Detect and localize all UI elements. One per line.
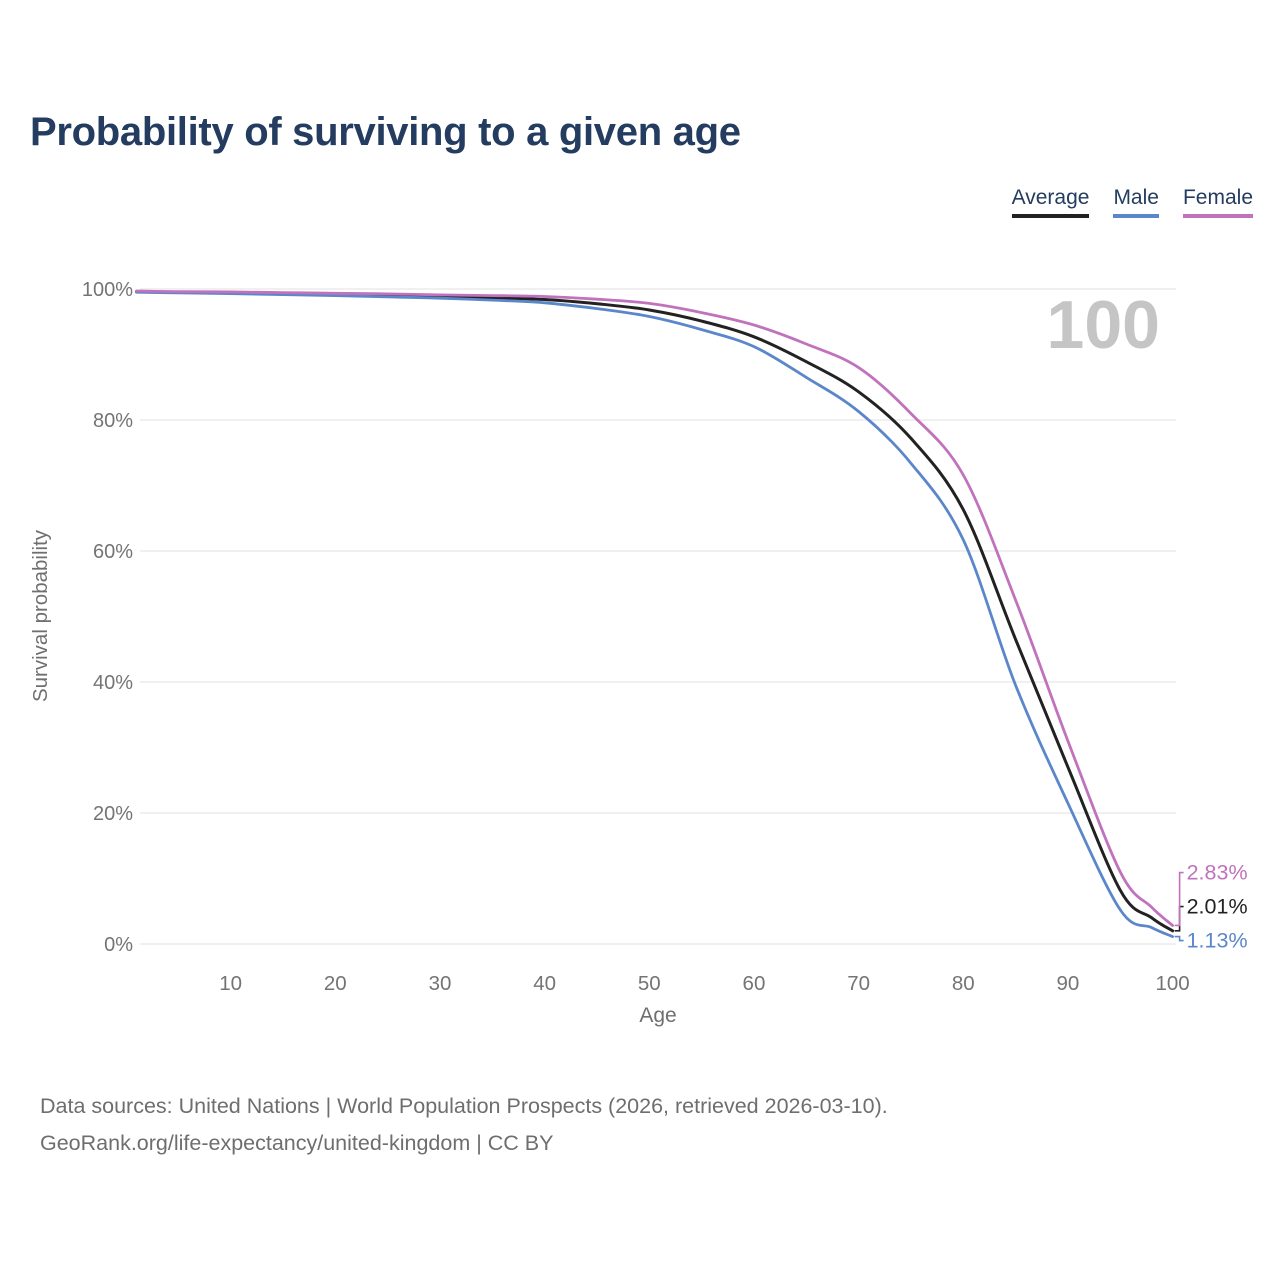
x-axis-title: Age [639, 1004, 676, 1027]
footer: Data sources: United Nations | World Pop… [40, 1088, 888, 1162]
y-tick-100%: 100% [82, 279, 133, 301]
survival-chart-svg: 0% 20% 40% 60% 80% 100% 100 10 20 30 40 50 60 70 80 90 1… [29, 279, 1248, 1027]
chart-area: 0% 20% 40% 60% 80% 100% 100 10 20 30 40 50 60 70 80 90 1… [0, 260, 1280, 1050]
legend-item-female[interactable]: Female [1182, 186, 1253, 219]
legend: Average Male Female [1011, 186, 1253, 219]
series-line-female[interactable] [135, 289, 1174, 927]
x-tick-100: 100 [1155, 972, 1189, 995]
x-tick-80: 80 [952, 972, 975, 995]
legend-item-male[interactable]: Male [1113, 186, 1159, 219]
y-tick-40%: 40% [93, 672, 133, 694]
x-tick-40: 40 [533, 972, 556, 995]
watermark: 100 [1047, 287, 1160, 363]
x-tick-10: 10 [219, 972, 242, 995]
end-connector-male [1174, 935, 1184, 942]
y-axis-title: Survival probability [29, 529, 52, 702]
y-tick-60%: 60% [93, 541, 133, 563]
x-tick-60: 60 [743, 972, 766, 995]
end-label-female: 2.83% [1187, 861, 1248, 885]
x-tick-70: 70 [847, 972, 870, 995]
legend-item-average[interactable]: Average [1011, 186, 1090, 219]
page-title: Probability of surviving to a given age [30, 110, 741, 154]
end-label-average: 2.01% [1187, 895, 1248, 919]
x-tick-30: 30 [429, 972, 452, 995]
footer-attribution: GeoRank.org/life-expectancy/united-kingd… [40, 1131, 554, 1155]
x-tick-50: 50 [638, 972, 661, 995]
series-line-male[interactable] [135, 290, 1174, 938]
y-tick-0%: 0% [104, 934, 133, 956]
series-line-average[interactable] [134, 290, 1175, 933]
x-tick-90: 90 [1057, 972, 1080, 995]
x-tick-20: 20 [324, 972, 347, 995]
end-connector-female [1174, 871, 1184, 927]
footer-data-sources: Data sources: United Nations | World Pop… [40, 1094, 888, 1118]
end-label-male: 1.13% [1187, 929, 1248, 953]
y-tick-80%: 80% [93, 410, 133, 432]
y-tick-20%: 20% [93, 803, 133, 825]
